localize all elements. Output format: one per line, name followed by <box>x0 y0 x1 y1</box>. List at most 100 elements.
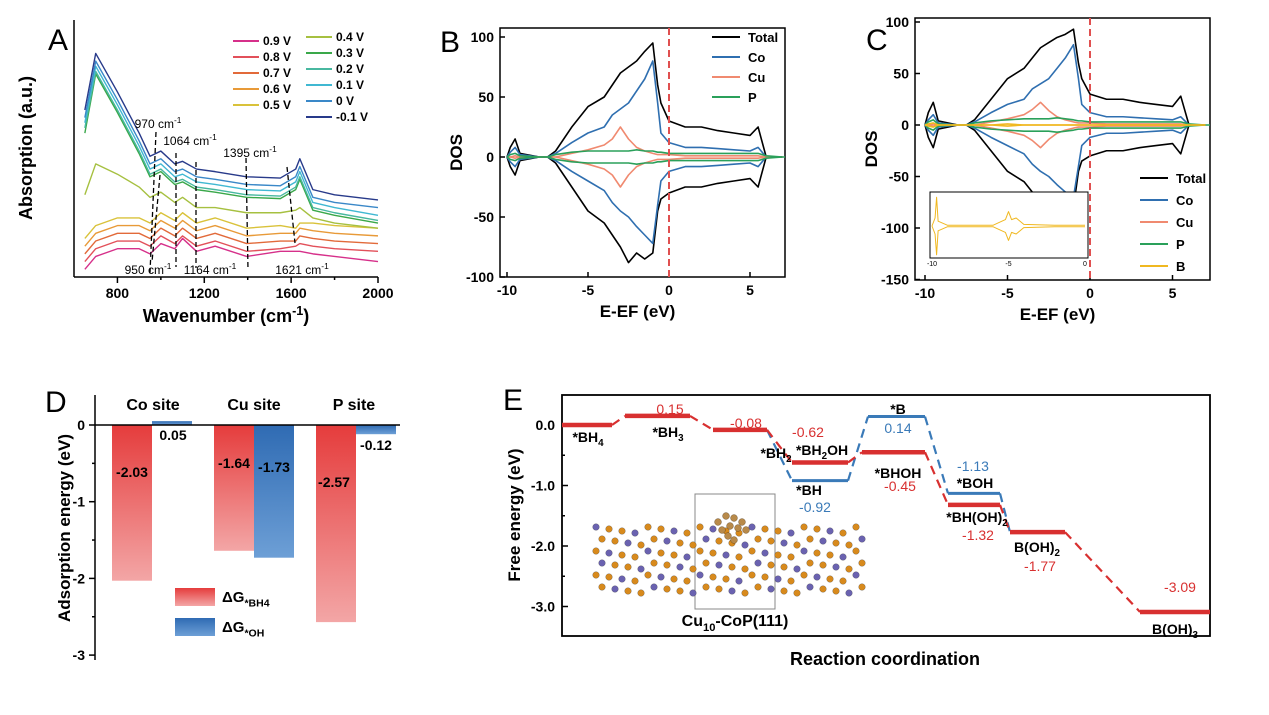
e-structure-cu-atom <box>714 518 722 526</box>
c-x-tick-label: 5 <box>1169 285 1177 301</box>
e-structure-atom <box>832 587 840 595</box>
e-structure-atom <box>800 571 808 579</box>
e-structure-atom <box>598 583 606 591</box>
e-structure-caption-subscript: 10 <box>703 622 715 634</box>
b-legend-label: Cu <box>748 70 765 85</box>
e-structure-atom <box>774 527 782 535</box>
e-structure-cu-atom <box>742 526 750 534</box>
e-structure-atom <box>761 525 769 533</box>
e-red-step-label: *BH(OH)2 <box>946 509 1008 529</box>
a-legend-label: 0.7 V <box>263 66 291 80</box>
b-series-co-up <box>506 60 783 158</box>
b-y-tick-label: 50 <box>478 89 494 105</box>
c-legend-label: B <box>1176 259 1185 274</box>
c-x-tick-label: -5 <box>1001 285 1014 301</box>
e-structure-atom <box>774 575 782 583</box>
a-peak-label: 1064 cm-1 <box>163 132 217 148</box>
e-structure-atom <box>637 541 645 549</box>
a-legend-label: 0.8 V <box>263 50 291 64</box>
e-structure-atom <box>806 535 814 543</box>
e-structure-atom <box>657 525 665 533</box>
d-value-label: -1.73 <box>258 459 290 475</box>
panel-label-e: E <box>503 384 523 417</box>
e-structure-atom <box>761 573 769 581</box>
c-legend-label: P <box>1176 237 1185 252</box>
a-legend-label: 0.6 V <box>263 82 291 96</box>
a-peak-marker <box>151 174 161 263</box>
d-value-label: 0.05 <box>159 427 186 443</box>
e-red-step-label: B(OH)2 <box>1014 539 1060 559</box>
e-red-connector <box>923 451 950 506</box>
e-structure-atom <box>611 537 619 545</box>
b-series-co-down <box>506 156 783 245</box>
e-structure-atom <box>722 575 730 583</box>
e-structure-atom <box>767 561 775 569</box>
c-series-co-down <box>924 124 1206 198</box>
a-series-line <box>84 212 379 239</box>
e-red-step-label-main: *BH <box>652 424 678 440</box>
e-structure-caption-suffix: -CoP(111) <box>715 613 788 630</box>
e-structure-cu-atom <box>738 518 746 526</box>
a-peak-label-superscript: -1 <box>229 261 237 271</box>
a-peak-label-main: 1395 cm <box>223 146 269 160</box>
e-structure-atom <box>605 525 613 533</box>
e-structure-atom <box>793 589 801 597</box>
c-x-tick-label: -10 <box>915 285 935 301</box>
a-peak-label-main: 1621 cm <box>275 263 321 277</box>
d-legend-label-subscript: *BH4 <box>244 598 269 610</box>
e-structure-atom <box>780 587 788 595</box>
d-bar <box>112 425 152 581</box>
e-structure-atom <box>787 529 795 537</box>
e-red-step-label-main: *BH(OH) <box>946 509 1002 525</box>
b-y-tick-label: -100 <box>466 269 494 285</box>
c-inset-x-tick-label: -10 <box>927 261 937 268</box>
e-structure-cu-atom <box>718 526 726 534</box>
e-red-step-label-main: B(OH) <box>1152 621 1192 637</box>
e-structure-atom <box>618 527 626 535</box>
e-red-step-label-main: *BHOH <box>875 465 922 481</box>
d-legend-swatch <box>175 588 215 606</box>
e-structure-cu-atom <box>724 532 732 540</box>
e-structure-atom <box>650 535 658 543</box>
e-structure-atom <box>709 525 717 533</box>
e-structure-atom <box>702 583 710 591</box>
e-structure-cu-atom <box>722 512 730 520</box>
d-bar <box>316 425 356 623</box>
e-red-step-label: *BH2OH <box>796 442 848 462</box>
c-inset-x-tick-label: -5 <box>1005 261 1011 268</box>
e-structure-atom <box>735 577 743 585</box>
b-legend-label: Total <box>748 30 778 45</box>
e-structure-atom <box>676 539 684 547</box>
a-y-axis-label: Absorption (a.u.) <box>16 76 36 220</box>
e-red-connector <box>847 451 863 464</box>
e-structure-atom <box>683 577 691 585</box>
c-y-tick-label: -100 <box>881 220 909 236</box>
e-structure-atom <box>670 551 678 559</box>
d-y-axis-label: Adsorption energy (eV) <box>55 434 74 622</box>
e-structure-atom <box>845 589 853 597</box>
e-structure-atom <box>715 537 723 545</box>
e-structure-atom <box>709 573 717 581</box>
e-red-step-label: *BH2 <box>760 445 792 465</box>
e-structure-atom <box>780 563 788 571</box>
e-structure-atom <box>611 585 619 593</box>
e-red-connector <box>1064 531 1141 613</box>
e-red-energy-value: -0.62 <box>792 424 824 440</box>
a-peak-label-main: 970 cm <box>135 117 174 131</box>
e-structure-atom <box>813 573 821 581</box>
e-structure-atom <box>592 523 600 531</box>
e-structure-atom <box>624 563 632 571</box>
e-structure-atom <box>741 589 749 597</box>
e-blue-energy-value: -0.92 <box>799 499 831 515</box>
e-y-axis-label: Free energy (eV) <box>505 448 524 581</box>
d-category-label: Cu site <box>227 397 280 414</box>
b-series-cu-up <box>507 126 783 158</box>
e-structure-atom <box>748 571 756 579</box>
e-y-tick-label: 0.0 <box>536 417 556 433</box>
b-x-tick-label: -10 <box>497 282 517 298</box>
d-legend-swatch <box>175 618 215 636</box>
a-peak-marker <box>286 166 296 244</box>
d-legend-label-subscript: *OH <box>244 628 264 640</box>
e-structure-atom <box>741 565 749 573</box>
e-structure-atom <box>611 561 619 569</box>
